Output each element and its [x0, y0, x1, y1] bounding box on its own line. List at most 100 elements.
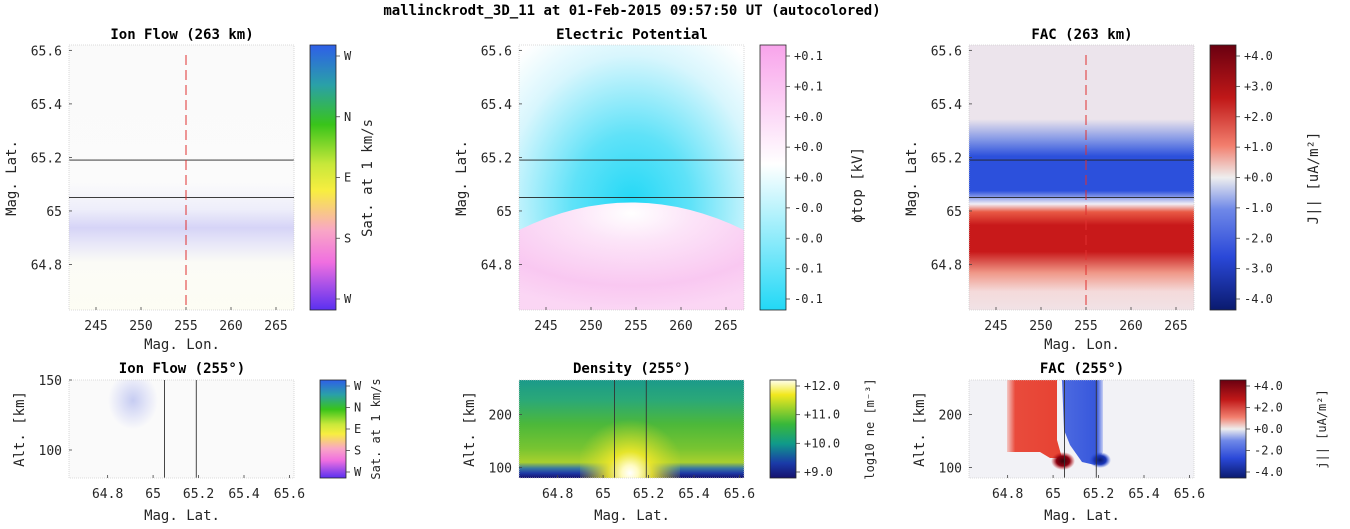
x-tick-label-2: 65.2 [1083, 487, 1114, 502]
axes-box [968, 379, 1195, 479]
colorbar-tick-label-5: -0.0 [794, 201, 823, 215]
x-tick-label-0: 64.8 [992, 487, 1023, 502]
colorbar-tick-label-0: +0.1 [794, 49, 823, 63]
fac-slice-ylabel: Alt. [km] [912, 391, 928, 467]
y-tick-label-1: 65 [496, 205, 512, 220]
colorbar-tick-label-3: S [344, 231, 351, 245]
ion-flow-slice-panel: Ion Flow (255°) 64.8 65 65.2 65.4 65.6 100 150… [12, 361, 383, 524]
y-tick-label-2: 65.2 [31, 151, 62, 166]
x-tick-label-3: 65.4 [678, 487, 709, 502]
colorbar-tick-label-6: -2.0 [1244, 231, 1273, 245]
y-tick-label-0: 64.8 [481, 258, 512, 273]
fac-slice-title: FAC (255°) [1040, 361, 1124, 377]
x-tick-label-3: 65.4 [228, 487, 259, 502]
ion-flow-slice-feature [108, 380, 158, 438]
fac-slice-panel: FAC (255°) 64.8 65 65.2 65.4 65.6 100 200 +4.0… [912, 361, 1329, 524]
electric-potential-title: Electric Potential [556, 27, 708, 43]
y-tick-label-3: 65.4 [481, 98, 512, 113]
y-tick-label-1: 200 [939, 408, 962, 423]
y-tick-label-0: 100 [939, 461, 962, 476]
fac-slice-red-core [1051, 452, 1075, 470]
x-tick-label-3: 65.4 [1128, 487, 1159, 502]
fac-map-panel: FAC (263 km) 245 250 255 260 265 64.8 65 65.2 65… [904, 27, 1322, 353]
fac-slice-blue-core [1089, 452, 1111, 468]
colorbar-tick-label-2: E [354, 422, 361, 436]
ion-flow-map-title: Ion Flow (263 km) [110, 27, 253, 43]
y-tick-label-1: 65 [46, 205, 62, 220]
colorbar-tick-label-8: -4.0 [1244, 292, 1273, 306]
density-slice-colorbar-label: log10 ne [m⁻³] [863, 378, 877, 479]
density-slice-enhancement [580, 380, 680, 478]
colorbar-tick-label-0: W [354, 379, 362, 393]
x-tick-label-2: 65.2 [183, 487, 214, 502]
colorbar-tick-label-4: +0.0 [794, 171, 823, 185]
colorbar-tick-label-3: +1.0 [1244, 140, 1273, 154]
colorbar-tick-label-0: +4.0 [1254, 379, 1283, 393]
colorbar-tick-label-1: N [344, 110, 351, 124]
x-tick-label-1: 250 [579, 319, 602, 334]
colorbar-tick-label-1: N [354, 401, 361, 415]
y-tick-label-0: 64.8 [931, 258, 962, 273]
y-tick-label-2: 65.2 [481, 151, 512, 166]
ion-flow-slice-image [69, 380, 294, 478]
colorbar-tick-label-0: W [344, 49, 352, 63]
x-tick-label-0: 64.8 [542, 487, 573, 502]
axes-box [68, 44, 295, 311]
colorbar-tick-label-0: +12.0 [804, 379, 840, 393]
x-tick-label-1: 250 [1029, 319, 1052, 334]
colorbar-tick-label-2: +10.0 [804, 436, 840, 450]
density-slice-panel: Density (255°) 64.8 65 65.2 65.4 65.6100200 … [462, 361, 877, 524]
fac-slice-colorbar-label: j|| [uA/m²] [1315, 389, 1329, 468]
fac-map-title: FAC (263 km) [1031, 27, 1132, 43]
x-tick-label-2: 255 [1074, 319, 1097, 334]
colorbar-tick-label-3: +9.0 [804, 465, 833, 479]
colorbar-tick-label-1: +2.0 [1254, 401, 1283, 415]
fac-map-xlabel: Mag. Lon. [1044, 337, 1120, 353]
ion-flow-map-xlabel: Mag. Lon. [144, 337, 220, 353]
fac-map-ylabel: Mag. Lat. [904, 140, 920, 216]
ion-flow-slice-title: Ion Flow (255°) [119, 361, 245, 377]
x-tick-label-3: 260 [669, 319, 692, 334]
colorbar-tick-label-2: E [344, 171, 351, 185]
x-tick-label-4: 65.6 [724, 487, 755, 502]
y-tick-label-4: 65.6 [931, 44, 962, 59]
ion-flow-map-panel: Ion Flow (263 km) 245 250 255 260 265 64.8 65 6… [4, 27, 376, 353]
fac-slice-downward-current [1062, 380, 1103, 465]
colorbar-tick-label-5: -1.0 [1244, 201, 1273, 215]
density-slice-ylabel: Alt. [km] [462, 391, 478, 467]
colorbar-tick-label-4: W [344, 292, 352, 306]
fac-map-colorbar-label: J|| [uA/m²] [1306, 132, 1322, 225]
y-tick-label-0: 100 [39, 444, 62, 459]
electric-potential-colorbar [759, 44, 787, 311]
y-tick-label-1: 200 [489, 408, 512, 423]
axes-box [518, 379, 745, 479]
colorbar-tick-label-2: +0.0 [794, 110, 823, 124]
axes-box [68, 379, 295, 479]
x-tick-label-4: 65.6 [1174, 487, 1205, 502]
colorbar-tick-label-3: S [354, 444, 361, 458]
colorbar-tick-label-7: -0.1 [794, 262, 823, 276]
colorbar-tick-label-1: +11.0 [804, 408, 840, 422]
fac-map-image [969, 45, 1194, 310]
y-tick-label-4: 65.6 [481, 44, 512, 59]
ion-flow-slice-ylabel: Alt. [km] [12, 391, 28, 467]
density-slice-title: Density (255°) [573, 361, 691, 377]
axes-box [518, 44, 745, 311]
x-tick-label-2: 255 [174, 319, 197, 334]
x-tick-label-1: 65 [1045, 487, 1061, 502]
colorbar-tick-label-8: -0.1 [794, 292, 823, 306]
x-tick-label-4: 265 [714, 319, 737, 334]
colorbar-tick-label-4: -4.0 [1254, 465, 1283, 479]
colorbar-tick-label-2: +2.0 [1244, 110, 1273, 124]
electric-potential-colorbar-label: ϕtop [kV] [850, 147, 866, 223]
ion-flow-map-image [69, 45, 294, 310]
y-tick-label-1: 65 [946, 205, 962, 220]
y-tick-label-4: 65.6 [31, 44, 62, 59]
x-tick-label-0: 245 [984, 319, 1007, 334]
x-tick-label-1: 65 [595, 487, 611, 502]
ion-flow-slice-xlabel: Mag. Lat. [144, 508, 220, 524]
y-tick-label-2: 65.2 [931, 151, 962, 166]
fac-slice-upward-current [1007, 380, 1062, 458]
x-tick-label-3: 260 [1119, 319, 1142, 334]
colorbar-tick-label-6: -0.0 [794, 231, 823, 245]
